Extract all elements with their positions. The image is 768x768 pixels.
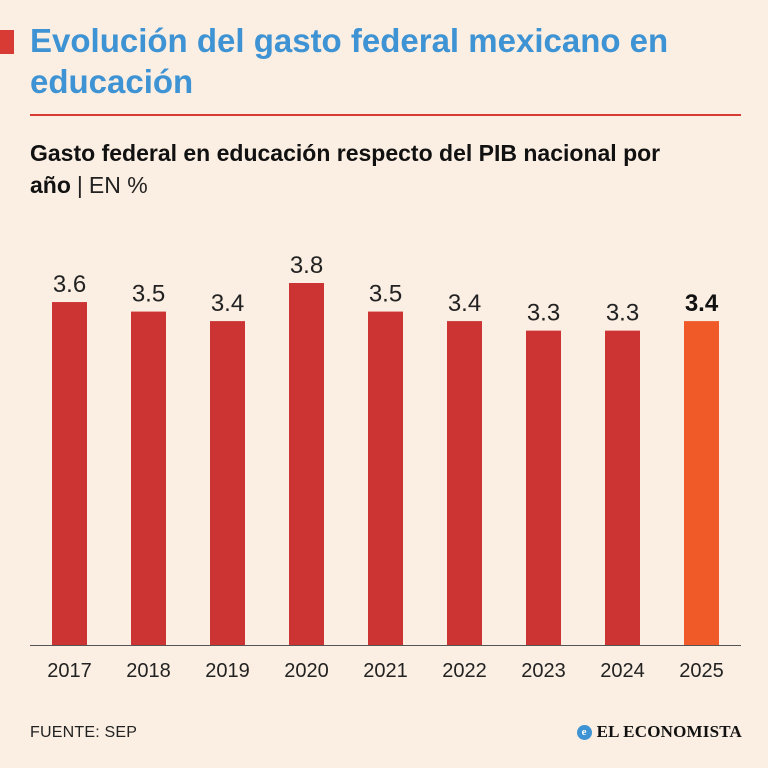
bar-2022 [447,321,482,645]
value-label-2020: 3.8 [290,252,323,279]
subtitle-separator: | [76,172,83,198]
value-label-2017: 3.6 [53,271,86,298]
bar-2018 [131,311,166,645]
value-label-2018: 3.5 [132,281,165,308]
value-label-2019: 3.4 [211,290,244,317]
chart-subtitle: Gasto federal en educación respecto del … [30,137,750,201]
bar-2023 [526,330,561,645]
title-accent-bar [0,30,14,54]
value-label-2023: 3.3 [527,300,560,327]
title-divider [30,114,741,116]
source-note: FUENTE: SEP [30,724,138,741]
x-tick-label-2017: 2017 [47,660,92,682]
x-tick-label-2024: 2024 [600,660,645,682]
brand-name: EL ECONOMISTA [596,722,742,741]
bar-2025 [684,321,719,645]
value-label-2024: 3.3 [606,300,639,327]
brand-logo: e EL ECONOMISTA [576,722,742,742]
chart-title: Evolución del gasto federal mexicano en … [30,22,669,100]
x-tick-label-2018: 2018 [126,660,171,682]
subtitle-unit: EN % [88,172,148,198]
x-tick-label-2019: 2019 [205,660,250,682]
bar-2020 [289,283,324,645]
x-tick-label-2021: 2021 [363,660,408,682]
bar-2017 [52,302,87,645]
bar-2021 [368,311,403,645]
value-label-2022: 3.4 [448,290,481,317]
bar-2024 [605,330,640,645]
value-label-2025: 3.4 [685,290,719,317]
subtitle-text: Gasto federal en educación respecto del … [30,140,661,198]
value-label-2021: 3.5 [369,281,402,308]
x-tick-label-2023: 2023 [521,660,566,682]
bar-2019 [210,321,245,645]
x-tick-label-2022: 2022 [442,660,487,682]
e-logo-icon: e [576,724,592,740]
bar-chart: 3.6 2017 3.5 2018 3.4 2019 3.8 2020 3.5 2021 3.4 20… [30,252,741,682]
x-tick-label-2020: 2020 [284,660,329,682]
x-tick-label-2025: 2025 [679,660,724,682]
